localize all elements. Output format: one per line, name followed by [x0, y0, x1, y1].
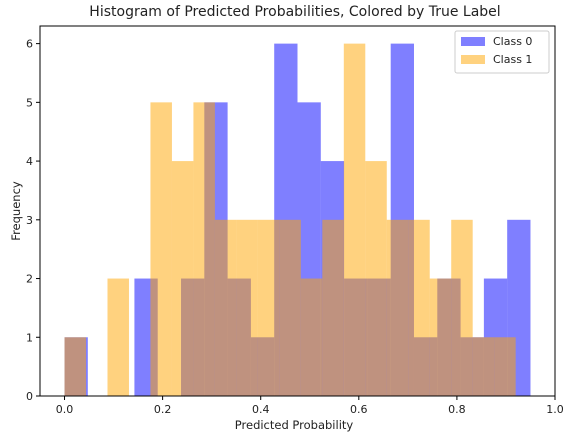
y-tick-label: 1 — [26, 331, 33, 344]
y-tick-label: 0 — [26, 390, 33, 403]
bar-class-1-bin-2 — [107, 278, 129, 396]
bar-class-1-bin-19 — [472, 337, 495, 396]
x-axis-ticks: 0.0 0.2 0.4 0.6 0.8 1.0 — [56, 396, 564, 416]
x-tick-label: 0.6 — [350, 403, 368, 416]
y-tick-label: 4 — [26, 155, 33, 168]
x-tick-label: 1.0 — [546, 403, 564, 416]
x-axis-label: Predicted Probability — [235, 418, 354, 432]
legend-swatch-class-0 — [461, 37, 485, 46]
bar-class-1-bin-9 — [257, 219, 280, 396]
bar-class-1-bin-17 — [429, 278, 452, 396]
y-tick-label: 2 — [26, 273, 33, 286]
bar-class-1-bin-4 — [150, 102, 172, 396]
chart-title: Histogram of Predicted Probabilities, Co… — [89, 4, 500, 20]
bar-class-1-bin-5 — [171, 161, 194, 396]
y-axis-label: Frequency — [9, 181, 23, 241]
bar-class-1-bin-12 — [322, 219, 344, 396]
class-1-bars — [64, 43, 516, 396]
bar-class-1-bin-11 — [300, 278, 323, 396]
x-tick-label: 0.2 — [154, 403, 172, 416]
bar-class-1-bin-20 — [494, 337, 516, 396]
legend: Class 0 Class 1 — [454, 30, 550, 74]
y-tick-label: 3 — [26, 214, 33, 227]
bar-class-1-bin-7 — [214, 219, 237, 396]
x-tick-label: 0.8 — [448, 403, 466, 416]
bar-class-1-bin-13 — [343, 43, 366, 396]
y-axis-ticks: 0 1 2 3 4 5 6 — [26, 38, 40, 403]
legend-label-class-1: Class 1 — [493, 53, 532, 66]
bar-class-1-bin-15 — [386, 219, 409, 396]
x-tick-label: 0.4 — [252, 403, 270, 416]
legend-swatch-class-1 — [461, 55, 485, 64]
plot-frame — [39, 25, 556, 397]
bar-class-1-bin-10 — [279, 219, 301, 396]
y-tick-label: 5 — [26, 96, 33, 109]
bar-class-1-bin-0 — [64, 337, 87, 396]
bar-class-1-bin-14 — [365, 161, 387, 396]
bar-class-1-bin-8 — [236, 219, 258, 396]
bar-class-1-bin-6 — [193, 102, 215, 396]
bar-class-1-bin-18 — [451, 219, 473, 396]
y-tick-label: 6 — [26, 38, 33, 51]
legend-label-class-0: Class 0 — [493, 35, 532, 48]
bar-class-1-bin-16 — [408, 219, 430, 396]
x-tick-label: 0.0 — [56, 403, 74, 416]
